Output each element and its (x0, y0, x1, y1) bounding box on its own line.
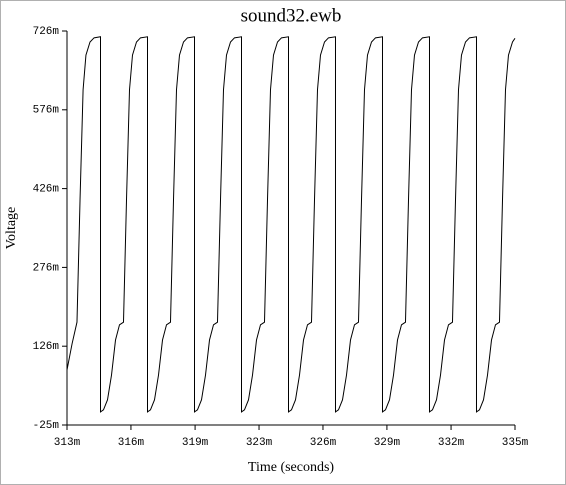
chart-title: sound32.ewb (241, 5, 342, 26)
y-tick-label: 576m (33, 105, 60, 117)
y-tick-label: 726m (33, 26, 60, 38)
y-tick-label: 126m (33, 341, 60, 353)
x-tick-label: 316m (118, 437, 145, 449)
voltage-line (66, 36, 516, 413)
y-tick-label: -25m (33, 420, 60, 432)
y-tick-label: 426m (33, 184, 60, 196)
x-tick-label: 329m (374, 437, 401, 449)
x-tick-label: 319m (182, 437, 209, 449)
y-axis-label: Voltage (4, 207, 19, 250)
x-tick-label: 332m (438, 437, 465, 449)
x-tick-label: 313m (54, 437, 81, 449)
y-tick-label: 276m (33, 262, 60, 274)
x-tick-label: 323m (246, 437, 273, 449)
x-axis-label: Time (seconds) (248, 460, 335, 475)
x-tick-label: 335m (502, 437, 529, 449)
x-tick-label: 326m (310, 437, 337, 449)
